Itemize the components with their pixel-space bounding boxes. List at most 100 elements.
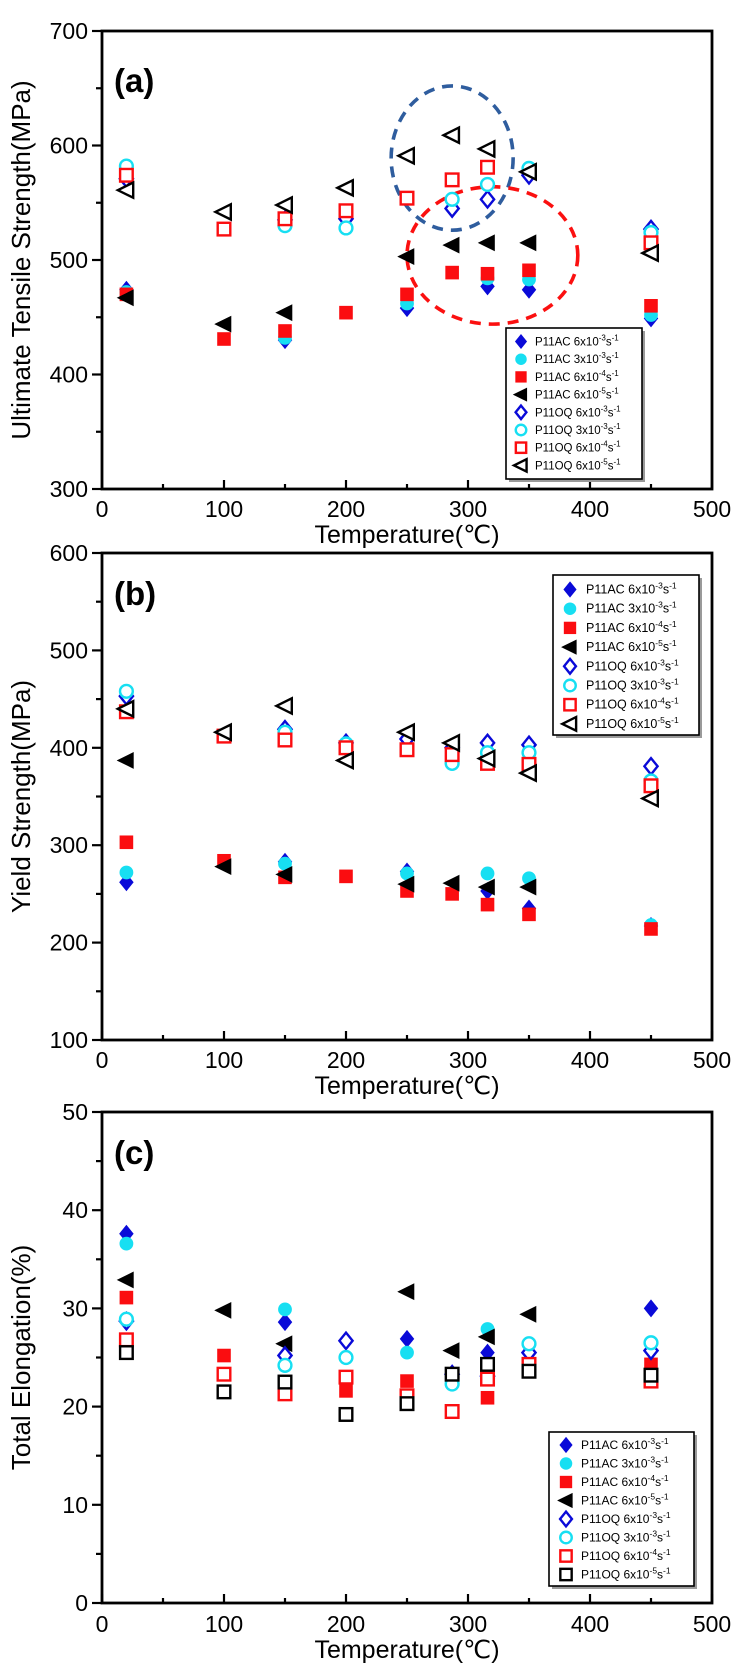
data-point-square bbox=[339, 1384, 353, 1398]
series-3 bbox=[116, 752, 537, 896]
y-tick-label: 400 bbox=[50, 735, 88, 761]
legend-entry-label: P11OQ 3x10-3s-1 bbox=[581, 1529, 671, 1545]
series-2 bbox=[119, 1290, 658, 1405]
legend-entry-label: P11OQ 3x10-3s-1 bbox=[586, 677, 679, 693]
data-point-circle bbox=[479, 176, 496, 193]
data-point-circle bbox=[563, 678, 577, 693]
data-point-square bbox=[278, 324, 292, 338]
x-axis-title: Temperature(℃) bbox=[314, 1072, 499, 1100]
data-point-triangle-left bbox=[440, 733, 461, 753]
data-point-diamond bbox=[559, 1436, 573, 1454]
data-point-circle bbox=[559, 1457, 573, 1470]
data-point-square bbox=[216, 1384, 232, 1400]
y-tick-label: 300 bbox=[50, 476, 88, 502]
x-tick-label: 300 bbox=[449, 496, 487, 522]
data-point-triangle-left bbox=[512, 387, 528, 402]
y-tick-label: 500 bbox=[50, 247, 88, 273]
data-point-triangle-left bbox=[477, 878, 495, 896]
data-point-circle bbox=[444, 191, 460, 207]
legend-entry-label: P11OQ 6x10-5s-1 bbox=[535, 457, 621, 472]
x-tick-label: 0 bbox=[96, 1047, 109, 1073]
legend: P11AC 6x10-3s-1 P11AC 3x10-3s-1 P11AC 6x10… bbox=[505, 327, 645, 482]
data-point-circle bbox=[119, 865, 134, 880]
x-tick-label: 400 bbox=[571, 1611, 609, 1637]
data-point-square bbox=[118, 1332, 134, 1348]
data-point-square bbox=[444, 1404, 460, 1420]
series-7 bbox=[115, 125, 659, 263]
data-point-square bbox=[338, 1369, 354, 1385]
data-point-circle bbox=[559, 1530, 573, 1545]
x-tick-label: 100 bbox=[205, 496, 243, 522]
data-point-triangle-left bbox=[334, 750, 354, 770]
data-point-square bbox=[445, 265, 459, 280]
legend-box bbox=[552, 574, 700, 736]
legend-entry-label: P11AC 3x10-3s-1 bbox=[535, 351, 619, 366]
data-point-square bbox=[277, 732, 293, 748]
data-point-square bbox=[118, 167, 134, 183]
legend-box bbox=[505, 327, 643, 480]
data-point-square bbox=[480, 1356, 496, 1372]
legend-entry-label: P11AC 3x10-3s-1 bbox=[586, 600, 677, 616]
x-tick-label: 400 bbox=[571, 1047, 609, 1073]
data-point-square bbox=[515, 371, 527, 383]
data-point-square bbox=[277, 1374, 293, 1390]
data-point-diamond bbox=[514, 403, 528, 421]
panel-b: 0 100 200 300 400 500 100 200 300 400 500 600 Temper… bbox=[6, 540, 731, 1100]
data-point-triangle-left bbox=[639, 243, 659, 263]
series-2 bbox=[119, 835, 658, 936]
legend-entry-label: P11AC 3x10-3s-1 bbox=[581, 1455, 669, 1471]
data-point-triangle-left bbox=[116, 289, 134, 307]
data-point-circle bbox=[118, 683, 135, 699]
data-point-square bbox=[521, 1363, 537, 1379]
series-7 bbox=[115, 696, 659, 808]
data-point-square bbox=[643, 1367, 659, 1383]
legend-entry-label: P11AC 6x10-5s-1 bbox=[581, 1492, 669, 1508]
legend-entry-label: P11OQ 6x10-3s-1 bbox=[535, 404, 621, 419]
x-tick-label: 200 bbox=[327, 1611, 365, 1637]
x-axis-title: Temperature(℃) bbox=[314, 1636, 499, 1664]
y-tick-label: 40 bbox=[62, 1197, 88, 1223]
y-tick-label: 600 bbox=[50, 133, 88, 159]
legend-entry-label: P11OQ 6x10-4s-1 bbox=[535, 440, 621, 455]
data-point-square bbox=[399, 1396, 415, 1412]
x-tick-label: 300 bbox=[449, 1611, 487, 1637]
data-point-square bbox=[559, 1567, 573, 1582]
data-point-triangle-left bbox=[273, 195, 293, 215]
legend-entry-label: P11OQ 3x10-3s-1 bbox=[535, 422, 621, 437]
data-point-circle bbox=[643, 1335, 659, 1351]
y-tick-label: 20 bbox=[62, 1394, 88, 1420]
y-tick-label: 10 bbox=[62, 1492, 88, 1518]
data-point-triangle-left bbox=[519, 878, 537, 896]
data-point-square bbox=[644, 299, 658, 313]
series-6 bbox=[118, 704, 659, 794]
data-point-triangle-left bbox=[442, 236, 460, 254]
y-tick-label: 0 bbox=[75, 1590, 88, 1616]
data-point-square bbox=[399, 742, 415, 758]
data-point-triangle-left bbox=[517, 763, 537, 783]
data-point-square bbox=[480, 159, 496, 175]
data-point-square bbox=[338, 203, 354, 219]
data-point-square bbox=[563, 621, 577, 635]
data-point-triangle-left bbox=[476, 139, 496, 159]
data-point-square bbox=[480, 1371, 496, 1387]
data-point-circle bbox=[515, 353, 527, 365]
x-tick-label: 100 bbox=[205, 1047, 243, 1073]
data-point-square bbox=[522, 907, 536, 922]
y-tick-label: 50 bbox=[62, 1099, 88, 1125]
data-point-square bbox=[216, 1366, 232, 1382]
data-point-diamond bbox=[563, 581, 577, 598]
legend: P11AC 6x10-3s-1 P11AC 3x10-3s-1 P11AC 6x10… bbox=[552, 574, 702, 738]
data-point-triangle-left bbox=[442, 874, 460, 892]
data-point-triangle-left bbox=[639, 788, 659, 808]
legend-entry-label: P11OQ 6x10-3s-1 bbox=[581, 1510, 671, 1526]
data-point-square bbox=[338, 740, 354, 756]
data-point-triangle-left bbox=[440, 125, 461, 145]
x-tick-label: 500 bbox=[693, 496, 731, 522]
data-point-triangle-left bbox=[275, 304, 293, 322]
legend-entry-label: P11OQ 6x10-4s-1 bbox=[581, 1547, 671, 1563]
data-point-circle bbox=[118, 1311, 135, 1327]
data-point-triangle-left bbox=[212, 722, 232, 742]
panel-label: (b) bbox=[114, 575, 156, 612]
